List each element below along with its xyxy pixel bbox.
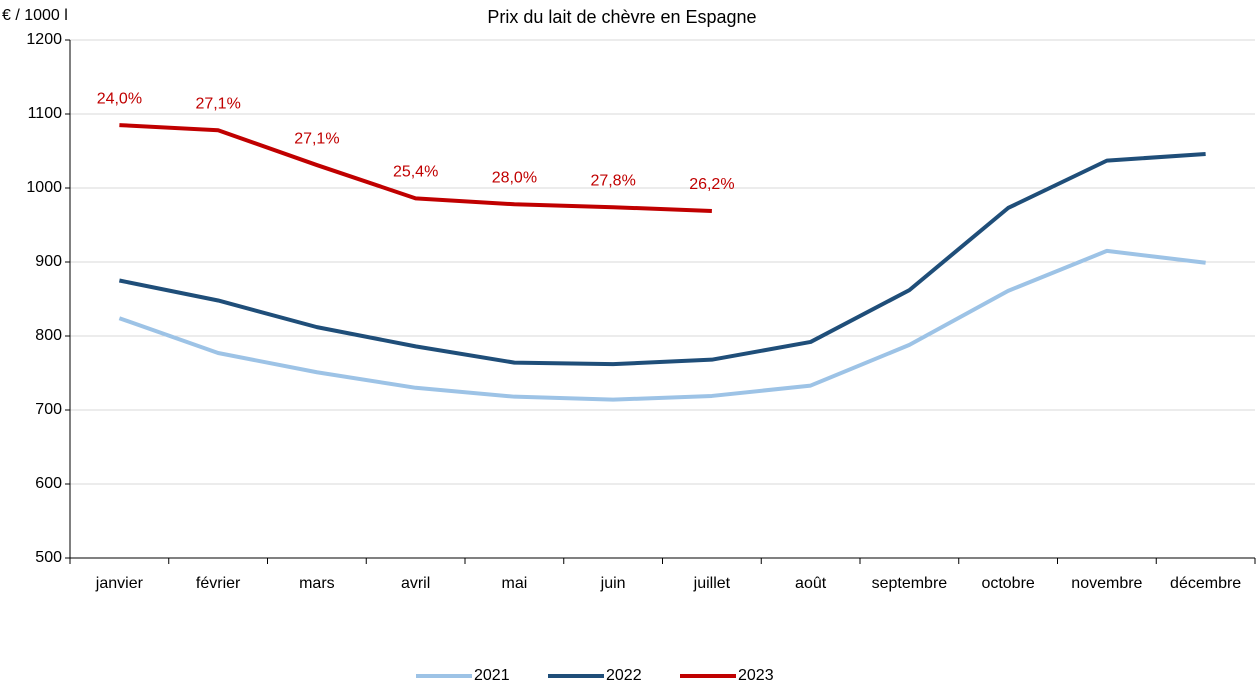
point-label: 27,8%	[590, 172, 635, 189]
y-tick-label: 1200	[26, 31, 62, 48]
x-tick-label: janvier	[95, 575, 144, 592]
chart-title: Prix du lait de chèvre en Espagne	[487, 7, 756, 27]
legend-label: 2022	[606, 667, 642, 683]
x-tick-label: septembre	[872, 575, 948, 592]
y-tick-label: 700	[35, 401, 62, 418]
x-tick-label: juin	[600, 575, 626, 592]
y-tick-label: 600	[35, 475, 62, 492]
y-tick-label: 500	[35, 549, 62, 566]
legend-label: 2023	[738, 667, 774, 683]
x-tick-label: avril	[401, 575, 430, 592]
y-tick-label: 1100	[28, 105, 63, 122]
x-tick-label: février	[196, 575, 241, 592]
point-label: 24,0%	[97, 90, 142, 107]
series-line	[118, 248, 1206, 402]
series-line	[118, 151, 1206, 367]
point-label: 26,2%	[689, 176, 734, 193]
legend-label: 2021	[474, 667, 510, 683]
x-tick-label: août	[795, 575, 827, 592]
series-line	[119, 123, 712, 213]
x-tick-label: décembre	[1170, 575, 1241, 592]
x-tick-label: mai	[501, 575, 527, 592]
y-tick-label: 900	[35, 253, 62, 270]
x-tick-label: octobre	[981, 575, 1034, 592]
point-label: 27,1%	[195, 95, 240, 112]
x-tick-label: mars	[299, 575, 335, 592]
point-label: 25,4%	[393, 164, 438, 181]
point-label: 27,1%	[294, 130, 339, 147]
x-tick-label: juillet	[693, 575, 731, 592]
y-tick-label: 1000	[26, 179, 62, 196]
x-tick-label: novembre	[1071, 575, 1142, 592]
y-tick-label: 800	[35, 327, 62, 344]
point-label: 28,0%	[492, 169, 537, 186]
y-axis-label: € / 1000 l	[2, 7, 68, 24]
